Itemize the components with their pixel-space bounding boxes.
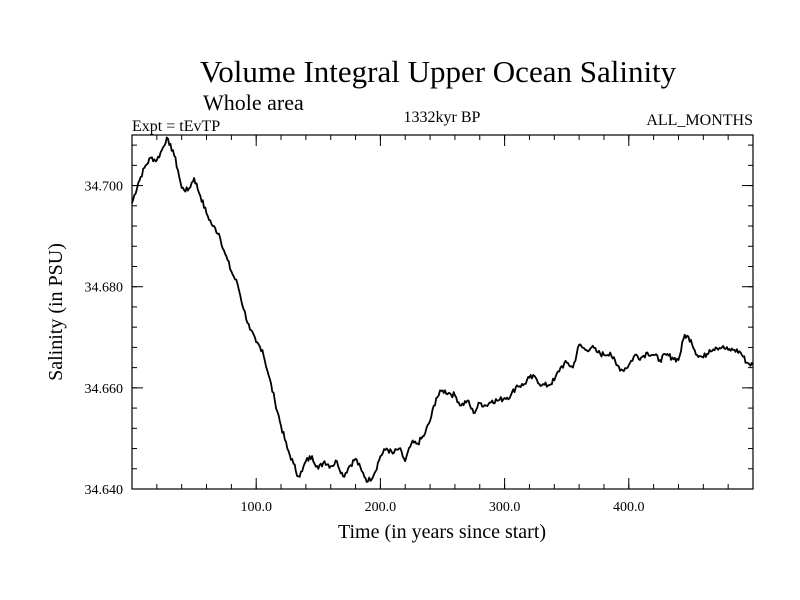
chart-subtitle: Whole area bbox=[203, 90, 304, 115]
x-axis-label: Time (in years since start) bbox=[338, 521, 546, 543]
x-tick-label: 400.0 bbox=[613, 500, 645, 515]
y-tick-label: 34.680 bbox=[85, 281, 124, 296]
chart-title: Volume Integral Upper Ocean Salinity bbox=[200, 54, 677, 89]
axis-ticks bbox=[132, 135, 753, 490]
axis-tick-labels: 100.0 200.0 300.0 400.0 34.640 34.660 34.680 34… bbox=[85, 180, 645, 515]
x-tick-label: 300.0 bbox=[489, 500, 521, 515]
y-tick-label: 34.640 bbox=[85, 483, 124, 498]
period-label: 1332kyr BP bbox=[404, 109, 481, 126]
y-axis-label: Salinity (in PSU) bbox=[45, 243, 67, 381]
data-series bbox=[131, 136, 754, 483]
experiment-label: Expt = tEvTP bbox=[132, 118, 220, 135]
y-tick-label: 34.700 bbox=[85, 180, 124, 195]
x-tick-label: 200.0 bbox=[365, 500, 397, 515]
plot-frame bbox=[131, 134, 754, 490]
months-label: ALL_MONTHS bbox=[646, 112, 753, 129]
x-tick-label: 100.0 bbox=[240, 500, 272, 515]
y-tick-label: 34.660 bbox=[85, 382, 124, 397]
salinity-series-line bbox=[131, 136, 754, 483]
